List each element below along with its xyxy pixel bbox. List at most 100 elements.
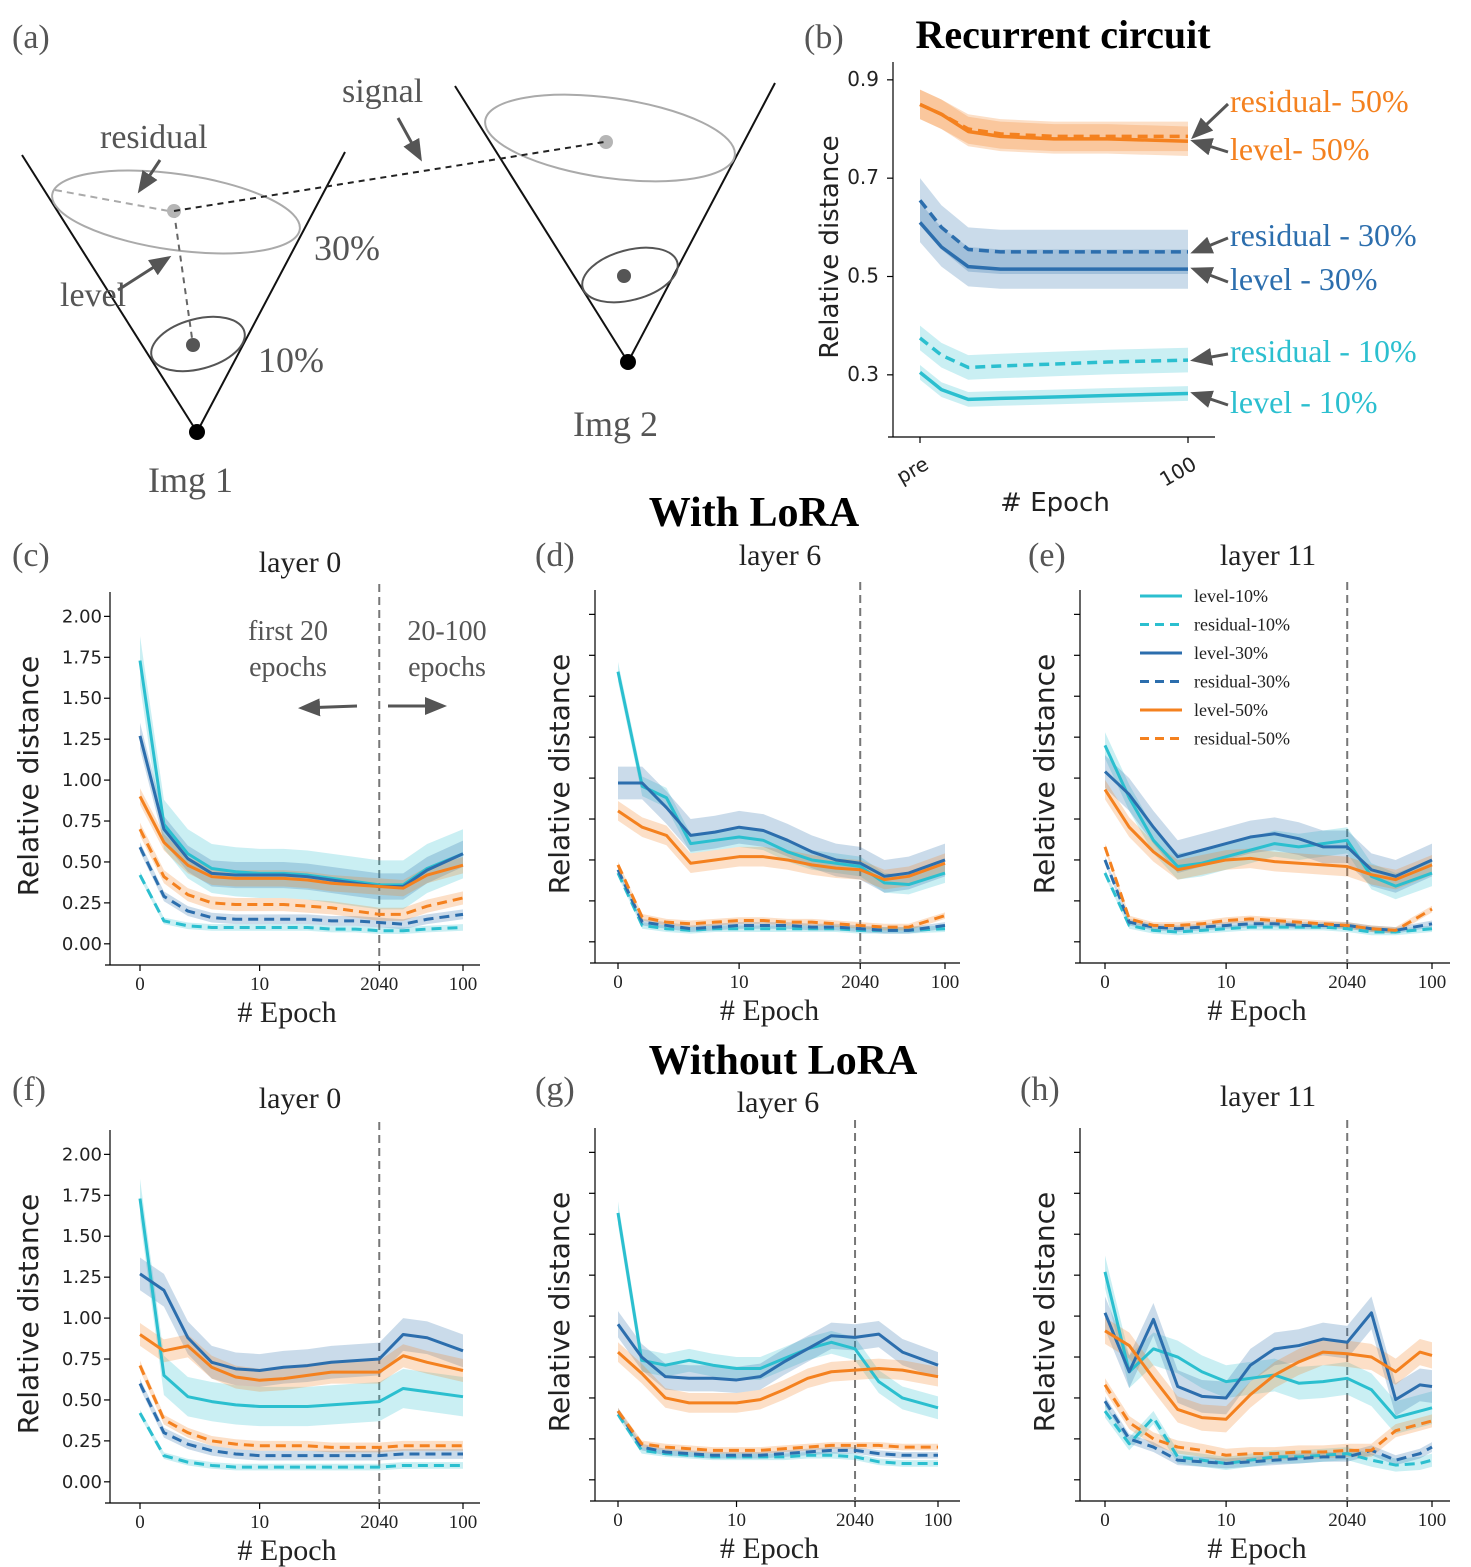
ellipse-10-img1 bbox=[150, 315, 246, 373]
band-f-residual-30% bbox=[140, 1378, 463, 1461]
y-tick-label-c: 0.75 bbox=[62, 811, 102, 832]
x-axis-label-h: # Epoch bbox=[1207, 1532, 1306, 1565]
series-line-c-level-10% bbox=[138, 660, 464, 887]
cone1-left-edge bbox=[21, 154, 198, 433]
legend-label-level-10%: level-10% bbox=[1194, 586, 1268, 606]
x-tick-label-d: 2040 bbox=[841, 972, 879, 993]
center-10-img2 bbox=[617, 269, 631, 283]
series-line-d-level-10% bbox=[616, 671, 946, 887]
y-tick-label-c: 1.25 bbox=[62, 729, 102, 750]
chart-d: (d) layer 6 0 10 2040 100 # Epoch Relative dist… bbox=[535, 537, 960, 1027]
chart-title-c: layer 0 bbox=[259, 546, 341, 579]
y-axis-label-g: Relative distance bbox=[543, 1192, 576, 1432]
chart-c: (c) layer 0 0.00 0.25 0.50 0.75 1.00 1.25 1.50 1.… bbox=[12, 537, 487, 1029]
y-tick-label-b: 0.5 bbox=[847, 264, 879, 288]
band-h-level-30% bbox=[1105, 1296, 1432, 1416]
series-line-f-level-10% bbox=[138, 1198, 464, 1409]
x-tick-label-e: 10 bbox=[1217, 972, 1236, 993]
panel-label-h: (h) bbox=[1020, 1071, 1060, 1108]
x-axis-label-c: # Epoch bbox=[237, 996, 336, 1029]
series-line-e-level-10% bbox=[1103, 744, 1433, 888]
x-axis-label-f: # Epoch bbox=[237, 1534, 336, 1567]
chart-b: (b) 0.3 0.5 0.7 0.9 pre 100 # Epoch Relative dis… bbox=[804, 19, 1417, 518]
y-tick-label-c: 1.50 bbox=[62, 688, 102, 709]
series-line-g-level-50% bbox=[616, 1350, 939, 1405]
series-line-b-level- 50% bbox=[919, 102, 1189, 144]
band-f-level-10% bbox=[140, 1178, 463, 1427]
annotation-20-100-line1: 20-100 bbox=[407, 616, 486, 647]
img2-point bbox=[620, 354, 636, 370]
band-c-level-30% bbox=[140, 722, 463, 900]
x-tick-label-b: 100 bbox=[1155, 452, 1200, 492]
y-tick-label-c: 0.25 bbox=[62, 893, 102, 914]
legend: level-10% residual-10% level-30% residual-3… bbox=[1140, 586, 1290, 749]
label-residual: residual bbox=[100, 119, 208, 156]
y-tick-label-f: 1.00 bbox=[62, 1308, 102, 1329]
y-tick-label-c: 2.00 bbox=[62, 606, 102, 627]
y-axis-label-f: Relative distance bbox=[12, 1194, 45, 1434]
x-tick-label-g: 0 bbox=[613, 1510, 623, 1531]
x-tick-label-g: 10 bbox=[727, 1510, 746, 1531]
ellipse-10-img2 bbox=[581, 246, 679, 304]
series-line-b-level - 30% bbox=[918, 221, 1188, 271]
title-recurrent-circuit: Recurrent circuit bbox=[915, 12, 1211, 57]
series-line-f-residual-30% bbox=[138, 1382, 463, 1458]
x-tick-label-g: 2040 bbox=[836, 1510, 874, 1531]
series-line-b-level - 10% bbox=[918, 371, 1189, 402]
band-e-level-10% bbox=[1105, 732, 1432, 900]
band-c-level-10% bbox=[140, 636, 463, 910]
series-line-f-level-50% bbox=[139, 1333, 464, 1382]
label-level: level bbox=[60, 277, 126, 314]
series-line-c-residual-50% bbox=[138, 828, 464, 916]
x-tick-label-d: 10 bbox=[730, 972, 749, 993]
ellipse-30-img2 bbox=[484, 93, 736, 183]
y-tick-label-b: 0.9 bbox=[847, 67, 879, 91]
x-tick-label-e: 2040 bbox=[1328, 972, 1366, 993]
band-c-residual-30% bbox=[140, 842, 463, 930]
series-line-g-residual-50% bbox=[616, 1410, 938, 1452]
signal-line bbox=[173, 141, 605, 212]
title-without-lora: Without LoRA bbox=[649, 1038, 918, 1084]
band-f-residual-50% bbox=[140, 1360, 463, 1453]
series-line-e-residual-30% bbox=[1103, 859, 1433, 932]
series-line-f-level-30% bbox=[139, 1272, 464, 1372]
x-tick-label-c: 2040 bbox=[360, 974, 398, 995]
y-axis-label-e: Relative distance bbox=[1028, 654, 1061, 894]
ellipse-30-img1 bbox=[51, 169, 301, 255]
band-f-level-50% bbox=[140, 1323, 463, 1392]
panel-label-d: (d) bbox=[535, 537, 575, 574]
series-line-e-residual-10% bbox=[1103, 872, 1433, 934]
residual-arrow bbox=[137, 159, 162, 194]
y-axis-label-c: Relative distance bbox=[12, 656, 45, 896]
series-line-c-residual-30% bbox=[138, 846, 464, 926]
x-tick-label-h: 10 bbox=[1217, 1510, 1236, 1531]
label-img2: Img 2 bbox=[573, 404, 658, 444]
x-tick-label-f: 100 bbox=[449, 1512, 478, 1533]
series-line-c-level-50% bbox=[138, 795, 464, 890]
series-label-level- 50%: level- 50% bbox=[1230, 131, 1370, 167]
legend-label-level-50%: level-50% bbox=[1194, 700, 1268, 720]
chart-title-d: layer 6 bbox=[739, 539, 821, 572]
band-g-level-50% bbox=[618, 1342, 938, 1413]
y-tick-label-f: 0.75 bbox=[62, 1349, 102, 1370]
series-line-f-residual-50% bbox=[138, 1364, 463, 1449]
x-tick-label-f: 10 bbox=[250, 1512, 269, 1533]
band-d-level-10% bbox=[618, 661, 945, 895]
band-g-level-30% bbox=[618, 1311, 938, 1394]
series-line-f-residual-10% bbox=[138, 1412, 463, 1469]
y-tick-label-c: 1.00 bbox=[62, 770, 102, 791]
x-axis-label-e: # Epoch bbox=[1207, 994, 1306, 1027]
panel-label-f: (f) bbox=[12, 1071, 46, 1108]
chart-title-h: layer 11 bbox=[1220, 1080, 1316, 1113]
chart-h: (h) layer 11 0 10 2040 100 # Epoch Relative dis… bbox=[1020, 1071, 1450, 1565]
series-line-h-level-50% bbox=[1104, 1329, 1433, 1421]
series-label-residual - 30%: residual - 30% bbox=[1230, 217, 1417, 253]
series-line-g-residual-30% bbox=[616, 1410, 938, 1457]
y-tick-label-f: 1.75 bbox=[62, 1185, 102, 1206]
series-label-residual- 50%: residual- 50% bbox=[1230, 83, 1409, 119]
series-line-e-level-30% bbox=[1103, 770, 1433, 878]
y-axis-label-b: Relative distance bbox=[815, 135, 845, 358]
label-10pct: 10% bbox=[258, 340, 324, 380]
x-tick-label-f: 2040 bbox=[360, 1512, 398, 1533]
